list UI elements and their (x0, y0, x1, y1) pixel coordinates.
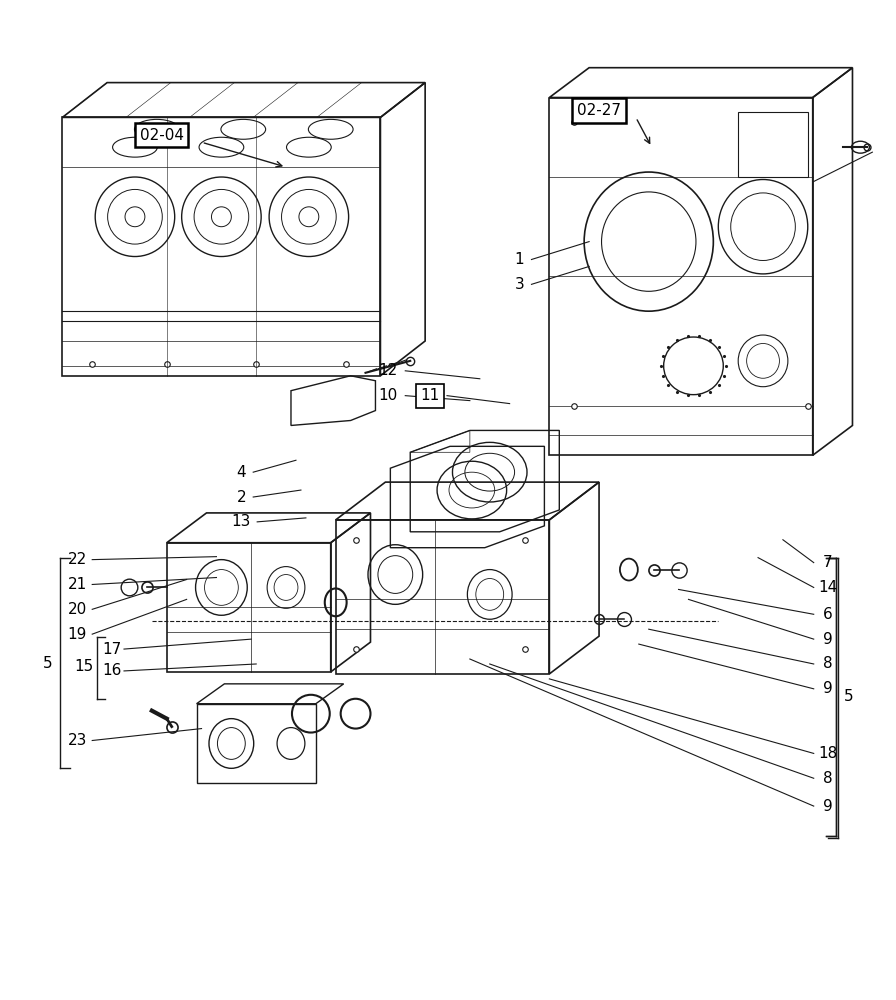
Text: 11: 11 (420, 388, 440, 403)
Text: 14: 14 (818, 580, 837, 595)
Text: 20: 20 (68, 602, 87, 617)
Text: 8: 8 (823, 771, 832, 786)
Text: 6: 6 (823, 607, 832, 622)
Text: 22: 22 (68, 552, 87, 567)
Text: 5: 5 (43, 656, 52, 671)
Text: 4: 4 (237, 465, 246, 480)
Text: 19: 19 (67, 627, 87, 642)
Text: 16: 16 (102, 663, 122, 678)
Text: 9: 9 (823, 632, 832, 647)
Text: 9: 9 (823, 799, 832, 814)
Text: 18: 18 (818, 746, 837, 761)
Text: 15: 15 (74, 659, 94, 674)
Text: 5: 5 (844, 689, 853, 704)
Text: 02-27: 02-27 (577, 103, 621, 118)
Text: 2: 2 (237, 490, 246, 505)
Text: 02-04: 02-04 (140, 128, 184, 143)
Text: 8: 8 (823, 656, 832, 671)
Text: 1: 1 (514, 252, 524, 267)
Text: 3: 3 (514, 277, 524, 292)
Text: 21: 21 (68, 577, 87, 592)
Text: 12: 12 (379, 363, 398, 378)
Text: 23: 23 (67, 733, 87, 748)
Text: 9: 9 (823, 681, 832, 696)
Text: 17: 17 (102, 642, 122, 657)
Text: 13: 13 (231, 514, 251, 529)
Text: 7: 7 (823, 555, 832, 570)
Text: 10: 10 (379, 388, 398, 403)
